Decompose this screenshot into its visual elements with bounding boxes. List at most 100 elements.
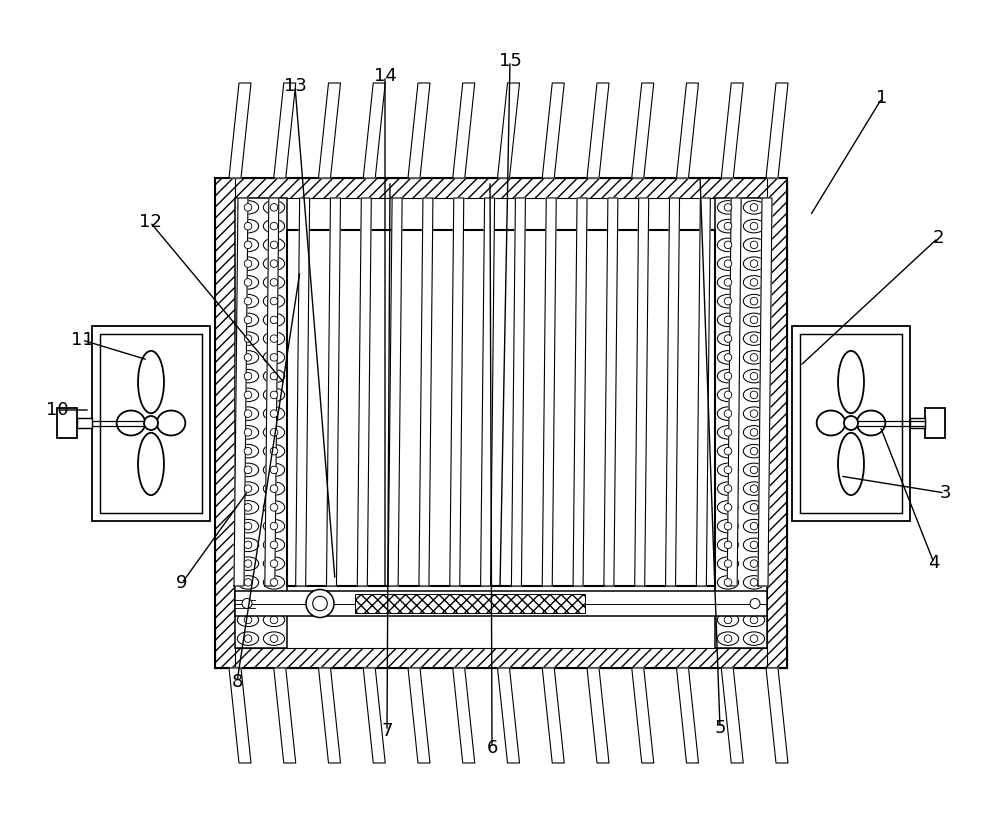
Polygon shape: [632, 668, 654, 763]
Polygon shape: [498, 668, 520, 763]
Circle shape: [244, 579, 252, 586]
Circle shape: [724, 297, 732, 305]
Circle shape: [244, 503, 252, 511]
Text: 11: 11: [71, 331, 93, 349]
Ellipse shape: [743, 594, 765, 608]
Circle shape: [244, 428, 252, 437]
Ellipse shape: [743, 575, 765, 589]
Polygon shape: [363, 668, 385, 763]
Ellipse shape: [717, 257, 739, 270]
Ellipse shape: [717, 370, 739, 383]
Circle shape: [724, 503, 732, 511]
Circle shape: [313, 596, 327, 611]
Ellipse shape: [743, 388, 765, 401]
Polygon shape: [419, 198, 433, 586]
Text: 3: 3: [939, 484, 951, 502]
Circle shape: [724, 391, 732, 399]
Ellipse shape: [717, 519, 739, 533]
Polygon shape: [587, 83, 609, 178]
Ellipse shape: [263, 426, 285, 439]
Ellipse shape: [717, 313, 739, 326]
Ellipse shape: [237, 276, 259, 289]
Ellipse shape: [743, 238, 765, 251]
Circle shape: [750, 522, 758, 530]
Circle shape: [244, 541, 252, 548]
Text: 12: 12: [139, 213, 161, 231]
Circle shape: [270, 522, 278, 530]
Polygon shape: [721, 668, 743, 763]
Circle shape: [244, 372, 252, 380]
Ellipse shape: [263, 519, 285, 533]
Circle shape: [844, 416, 858, 430]
Circle shape: [244, 635, 252, 642]
Circle shape: [270, 616, 278, 623]
Ellipse shape: [717, 238, 739, 251]
Circle shape: [724, 372, 732, 380]
Ellipse shape: [237, 351, 259, 364]
Ellipse shape: [263, 201, 285, 214]
Bar: [92, 326, 210, 521]
Ellipse shape: [717, 632, 739, 645]
Circle shape: [270, 447, 278, 455]
Circle shape: [270, 410, 278, 418]
Ellipse shape: [263, 370, 285, 383]
Circle shape: [242, 598, 252, 609]
Polygon shape: [326, 198, 340, 586]
Polygon shape: [408, 83, 430, 178]
Polygon shape: [363, 83, 385, 178]
Circle shape: [750, 503, 758, 511]
Circle shape: [244, 391, 252, 399]
Polygon shape: [318, 668, 340, 763]
Ellipse shape: [743, 332, 765, 345]
Ellipse shape: [263, 538, 285, 552]
Ellipse shape: [237, 575, 259, 589]
Polygon shape: [511, 198, 525, 586]
Polygon shape: [357, 198, 371, 586]
Ellipse shape: [263, 632, 285, 645]
Circle shape: [270, 466, 278, 473]
Circle shape: [724, 222, 732, 230]
Polygon shape: [766, 668, 788, 763]
Ellipse shape: [237, 407, 259, 420]
Polygon shape: [676, 83, 698, 178]
Ellipse shape: [717, 220, 739, 233]
Circle shape: [724, 428, 732, 437]
Circle shape: [750, 297, 758, 305]
Circle shape: [750, 598, 760, 609]
Text: 9: 9: [176, 574, 188, 592]
Text: 4: 4: [928, 554, 940, 572]
Circle shape: [270, 297, 278, 305]
Circle shape: [724, 410, 732, 418]
Ellipse shape: [263, 257, 285, 270]
Circle shape: [750, 466, 758, 473]
Ellipse shape: [237, 445, 259, 458]
Text: 2: 2: [932, 229, 944, 247]
Ellipse shape: [743, 370, 765, 383]
Polygon shape: [542, 198, 556, 586]
Ellipse shape: [743, 257, 765, 270]
Circle shape: [270, 259, 278, 268]
Polygon shape: [481, 198, 495, 586]
Bar: [767, 178, 787, 668]
Ellipse shape: [237, 519, 259, 533]
Polygon shape: [587, 668, 609, 763]
Ellipse shape: [237, 388, 259, 401]
Polygon shape: [388, 198, 402, 586]
Circle shape: [724, 278, 732, 286]
Polygon shape: [234, 198, 248, 586]
Polygon shape: [453, 83, 475, 178]
Ellipse shape: [717, 613, 739, 627]
Ellipse shape: [237, 257, 259, 270]
Ellipse shape: [838, 432, 864, 495]
Text: 14: 14: [374, 67, 396, 85]
Ellipse shape: [717, 594, 739, 608]
Ellipse shape: [138, 432, 164, 495]
Polygon shape: [498, 83, 520, 178]
Text: 15: 15: [499, 52, 521, 70]
Ellipse shape: [743, 557, 765, 570]
Ellipse shape: [717, 445, 739, 458]
Bar: [715, 198, 767, 648]
Circle shape: [750, 222, 758, 230]
Polygon shape: [758, 198, 772, 586]
Ellipse shape: [237, 295, 259, 308]
